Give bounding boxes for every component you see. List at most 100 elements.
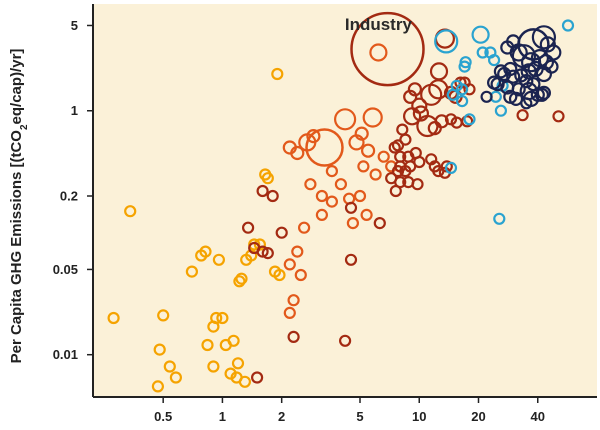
- data-point: [508, 91, 524, 107]
- data-point: [291, 245, 304, 258]
- data-point: [334, 108, 357, 131]
- data-point: [459, 56, 472, 69]
- data-point: [463, 83, 476, 96]
- data-point: [256, 184, 269, 198]
- data-point: [444, 161, 458, 174]
- data-point: [369, 43, 388, 62]
- x-tick-label: 0.5: [154, 409, 172, 424]
- data-point: [369, 168, 382, 181]
- data-point: [325, 195, 338, 208]
- data-point: [412, 105, 429, 122]
- data-point: [124, 205, 137, 218]
- data-point: [151, 380, 164, 393]
- data-point: [544, 59, 559, 74]
- y-axis-ticks: 0.01 0.05 0.2 1 5: [53, 18, 93, 362]
- data-point: [360, 208, 373, 221]
- data-point: [539, 36, 556, 53]
- data-point: [294, 268, 307, 282]
- data-point: [388, 141, 401, 154]
- data-point: [283, 258, 296, 271]
- data-point: [471, 25, 490, 44]
- y-tick-label: 0.05: [53, 262, 78, 277]
- x-tick-label: 40: [531, 409, 545, 424]
- data-point: [157, 309, 170, 322]
- data-point: [476, 46, 489, 59]
- data-point: [242, 221, 255, 234]
- data-point: [354, 126, 369, 141]
- data-point: [527, 60, 544, 78]
- y-tick-label: 5: [71, 18, 78, 33]
- x-tick-label: 5: [356, 409, 363, 424]
- data-point: [488, 53, 501, 67]
- data-point: [216, 311, 229, 325]
- data-point: [287, 330, 300, 343]
- data-point: [235, 272, 248, 285]
- data-point: [231, 357, 245, 370]
- data-point: [305, 128, 344, 167]
- data-point: [461, 115, 474, 128]
- data-point: [493, 212, 506, 225]
- data-point: [456, 83, 469, 96]
- data-point: [212, 253, 225, 266]
- data-point: [350, 11, 425, 87]
- data-point: [494, 104, 507, 117]
- data-point: [199, 245, 212, 258]
- data-point: [248, 238, 261, 251]
- data-point: [361, 143, 376, 158]
- data-point: [207, 360, 220, 373]
- data-point: [283, 306, 296, 319]
- data-point: [434, 114, 449, 129]
- data-point: [519, 73, 534, 89]
- data-point: [298, 221, 311, 234]
- data-point: [531, 25, 557, 50]
- data-point: [169, 371, 182, 384]
- data-point: [511, 82, 526, 97]
- data-point: [407, 82, 422, 97]
- data-point: [520, 97, 533, 110]
- data-point: [201, 338, 214, 352]
- y-tick-label: 0.2: [60, 188, 78, 203]
- x-tick-label: 2: [278, 409, 285, 424]
- data-point: [516, 109, 529, 122]
- annotations: Industry: [345, 15, 413, 34]
- data-point: [153, 343, 166, 356]
- data-point: [163, 360, 176, 373]
- data-point: [428, 160, 441, 173]
- data-point: [506, 69, 521, 84]
- data-point: [373, 217, 386, 230]
- x-tick-label: 1: [219, 409, 226, 424]
- data-point: [456, 94, 469, 108]
- data-point: [290, 145, 305, 161]
- data-point: [304, 178, 317, 191]
- data-point: [535, 65, 553, 83]
- data-point: [315, 189, 328, 203]
- data-point: [207, 320, 220, 333]
- data-point: [503, 61, 518, 77]
- data-point: [520, 63, 537, 80]
- data-point: [357, 160, 370, 173]
- data-point: [275, 226, 288, 239]
- data-point: [429, 62, 449, 81]
- data-point: [552, 110, 565, 123]
- y-axis-title: Per Capita GHG Emissions [(tCO2eq/cap)/y…: [8, 49, 30, 364]
- data-point: [306, 129, 321, 144]
- data-point: [446, 88, 459, 101]
- y-tick-label: 0.01: [53, 347, 78, 362]
- data-point: [346, 217, 359, 230]
- data-point: [266, 189, 279, 203]
- data-point: [107, 311, 120, 325]
- data-points: [107, 11, 575, 393]
- y-tick-label: 1: [71, 103, 78, 118]
- data-point: [480, 90, 493, 103]
- data-point: [334, 178, 347, 191]
- x-axis-ticks: 0.5 1 2 5 10 20 40: [154, 397, 545, 424]
- data-point: [403, 107, 422, 126]
- data-point: [248, 241, 261, 255]
- data-point: [463, 113, 476, 126]
- data-point: [339, 334, 352, 347]
- data-point: [251, 371, 264, 384]
- data-point: [227, 334, 240, 347]
- data-point: [261, 172, 274, 185]
- data-point: [399, 133, 412, 146]
